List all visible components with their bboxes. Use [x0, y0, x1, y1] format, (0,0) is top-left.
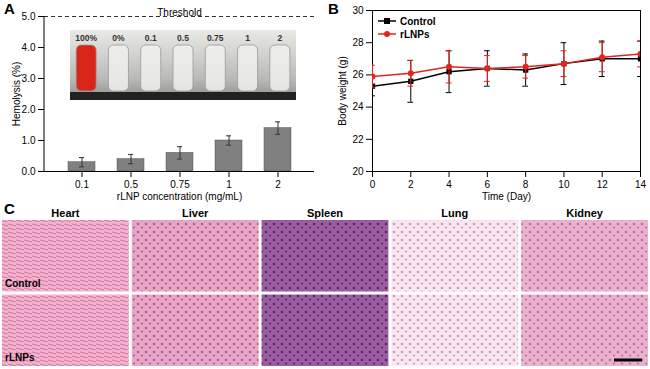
svg-text:0%: 0% [112, 33, 125, 43]
svg-text:0.5: 0.5 [124, 179, 138, 190]
svg-text:0.75: 0.75 [170, 179, 190, 190]
svg-text:Spleen: Spleen [307, 207, 343, 219]
svg-text:Time (Day): Time (Day) [482, 191, 531, 202]
svg-text:0.75: 0.75 [207, 33, 224, 43]
svg-text:1: 1 [226, 179, 232, 190]
svg-text:20: 20 [352, 166, 364, 177]
svg-text:Control: Control [5, 278, 41, 289]
svg-text:5.0: 5.0 [22, 11, 36, 22]
svg-text:0.1: 0.1 [75, 179, 89, 190]
svg-text:4: 4 [446, 179, 452, 190]
svg-text:100%: 100% [75, 33, 97, 43]
svg-text:12: 12 [597, 179, 609, 190]
svg-text:0.0: 0.0 [22, 166, 36, 177]
svg-text:Heart: Heart [51, 207, 79, 219]
svg-text:rLNPs: rLNPs [400, 29, 430, 40]
svg-text:30: 30 [352, 5, 364, 16]
svg-text:22: 22 [352, 134, 364, 145]
svg-text:6: 6 [485, 179, 491, 190]
svg-text:0: 0 [370, 179, 376, 190]
svg-text:0.1: 0.1 [145, 33, 157, 43]
svg-text:Lung: Lung [441, 207, 468, 219]
svg-text:0.5: 0.5 [177, 33, 189, 43]
svg-text:14: 14 [635, 179, 647, 190]
svg-text:8: 8 [523, 179, 529, 190]
svg-text:Control: Control [400, 16, 436, 27]
svg-text:rLNP concentration (mg/mL): rLNP concentration (mg/mL) [117, 191, 242, 202]
svg-text:Threshold: Threshold [157, 7, 201, 18]
svg-text:28: 28 [352, 37, 364, 48]
svg-text:rLNPs: rLNPs [5, 352, 35, 363]
svg-text:2: 2 [277, 33, 282, 43]
svg-text:Body weight (g): Body weight (g) [337, 56, 348, 125]
svg-text:2.0: 2.0 [22, 104, 36, 115]
svg-text:Liver: Liver [182, 207, 209, 219]
svg-text:10: 10 [558, 179, 570, 190]
svg-text:1.0: 1.0 [22, 135, 36, 146]
svg-text:4.0: 4.0 [22, 42, 36, 53]
html-text:B: B [328, 0, 339, 17]
svg-text:1: 1 [245, 33, 250, 43]
svg-text:3.0: 3.0 [22, 73, 36, 84]
html-text:A: A [4, 0, 15, 17]
svg-text:26: 26 [352, 69, 364, 80]
svg-text:Kidney: Kidney [566, 207, 604, 219]
svg-text:Hemolysis (%): Hemolysis (%) [11, 62, 22, 126]
svg-text:2: 2 [275, 179, 281, 190]
svg-text:2: 2 [408, 179, 414, 190]
svg-text:24: 24 [352, 101, 364, 112]
html-text:C: C [4, 200, 15, 217]
